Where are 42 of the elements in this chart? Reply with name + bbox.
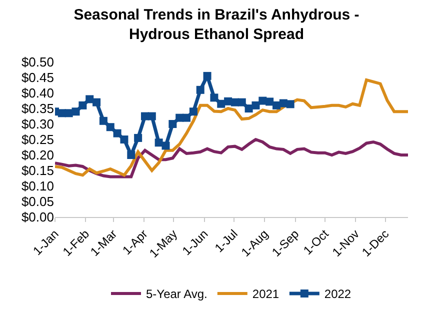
point — [168, 120, 177, 128]
point — [252, 101, 260, 110]
point — [154, 138, 163, 147]
y-tick-label: $0.50 — [21, 54, 54, 70]
chart-title: Seasonal Trends in Brazil's Anhydrous - Hydrous Ethanol Spread — [74, 6, 360, 44]
point — [217, 100, 226, 108]
point — [127, 151, 136, 159]
y-tick-label: $0.20 — [21, 148, 54, 163]
point — [113, 129, 122, 138]
point — [203, 72, 212, 80]
y-tick-label: $0.00 — [21, 210, 54, 225]
point — [72, 108, 80, 116]
point — [78, 101, 87, 110]
point — [286, 100, 294, 108]
y-tick-label: $0.15 — [21, 163, 54, 178]
y-tick-label: $0.30 — [21, 116, 54, 132]
point — [92, 98, 101, 106]
point — [196, 86, 204, 94]
y-tick-label: $0.05 — [21, 194, 54, 210]
legend-label: 2021 — [252, 287, 280, 302]
y-tick-label: $0.35 — [21, 101, 54, 116]
point — [86, 95, 94, 104]
point — [148, 112, 156, 120]
point — [134, 134, 142, 142]
y-tick-label: $0.45 — [21, 70, 54, 86]
point — [182, 114, 191, 122]
legend-label: 5-Year Avg. — [146, 287, 208, 302]
legend-label: 2022 — [324, 287, 352, 302]
point — [106, 123, 114, 132]
line-series — [55, 138, 408, 178]
y-tick-label: $0.10 — [21, 178, 54, 194]
point — [238, 98, 246, 106]
point — [272, 101, 280, 110]
point — [162, 142, 170, 150]
point — [99, 116, 108, 125]
point — [120, 136, 128, 144]
point — [189, 108, 198, 116]
line-series — [55, 78, 408, 177]
y-tick-label: $0.40 — [21, 86, 54, 101]
point — [266, 98, 274, 106]
y-tick-label: $0.25 — [21, 132, 54, 148]
point — [210, 94, 218, 102]
